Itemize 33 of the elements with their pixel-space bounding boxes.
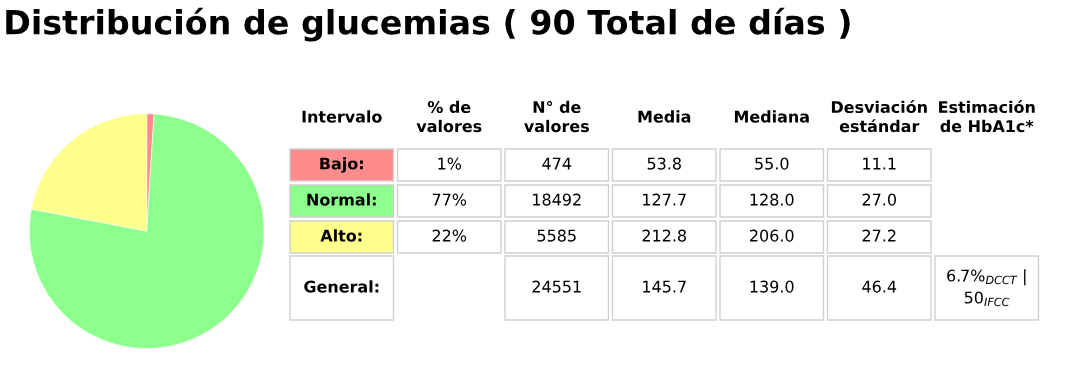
category-label: Alto: [320,229,362,242]
category-label: % de valores [416,100,482,133]
text: 55.0 [755,157,789,170]
text: 127.7 [643,193,686,206]
category-label: Desviación estándar [831,100,927,133]
text: 27.0 [862,193,896,206]
category-label: Media [638,110,691,123]
text: 77% [432,193,467,206]
category-label: Estimación de HbA1c* [939,100,1035,133]
text: 24551 [532,280,581,293]
category-label: Intervalo [302,110,382,123]
text: 18492 [533,193,581,206]
category-label: General: [304,280,379,293]
text: 11.1 [863,157,896,170]
text: 6.7%$_{DCCT}$ | 50$_{IFCC}$ [947,269,1026,307]
pie-slice [29,113,265,349]
text: 128.0 [750,193,794,206]
text: 46.4 [862,280,897,293]
text: 145.7 [643,280,686,293]
text: 22% [432,229,467,242]
text: 1% [438,157,462,170]
text: 5585 [537,229,576,242]
text: 206.0 [750,229,794,242]
text: 27.2 [862,229,896,242]
text: Distribución de glucemias ( 90 Total de días ) [6,7,850,42]
category-label: Mediana [734,110,809,123]
category-label: Bajo: [320,157,363,173]
category-label: N° de valores [524,100,589,133]
text: 53.8 [647,157,681,170]
text: 474 [542,157,572,170]
category-label: Normal: [307,193,376,206]
text: 212.8 [642,229,687,242]
text: 139.0 [750,280,794,293]
